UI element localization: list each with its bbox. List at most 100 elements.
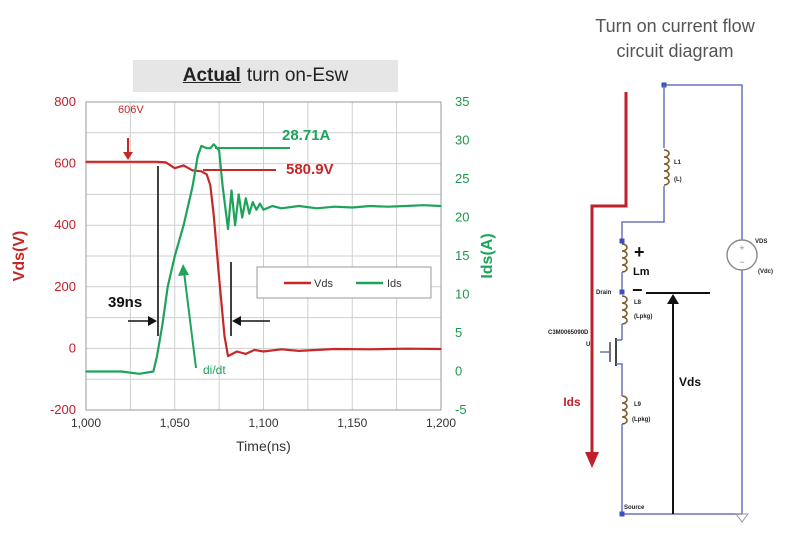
wire-top-right [664,84,743,240]
y-left-tick-label: 200 [54,279,76,294]
data-point-ids [205,147,208,149]
data-point-ids [152,370,155,373]
data-point-ids [166,286,169,288]
annotation-duration-arrowhead-left [148,316,157,326]
lm-plus: + [634,242,645,262]
chart-axes: 1,000 1,050 1,100 1,150 1,2008006004002000-2… [11,94,496,454]
annotation-vds-peak: 606V [118,104,144,116]
data-point-ids [200,145,203,147]
wire-mosfet-source [616,363,623,380]
y-right-axis-label: Ids(A) [479,233,496,278]
legend-label-vds: Vds [314,278,333,290]
l9-sub: (Lpkg) [632,417,650,423]
annotation-didt-arrow [183,271,197,369]
data-point-ids [197,155,199,157]
y-right-tick-label: -5 [455,402,467,417]
annotation-duration-arrowhead-right [232,316,241,326]
node-drain [619,289,625,295]
lm-label: Lm [633,266,650,278]
data-point-ids [209,147,212,149]
data-point-vds [200,170,203,173]
y-left-tick-label: -200 [50,402,76,417]
data-point-vds [138,161,141,163]
y-right-tick-label: 15 [455,248,469,263]
inductor-lm-icon [621,243,628,273]
node-mid [619,238,625,244]
data-point-ids [227,228,229,230]
data-point-ids [237,193,240,196]
data-point-ids [351,206,354,209]
y-left-tick-label: 400 [54,217,76,232]
annotation-vds-level: 580.9V [286,161,334,178]
data-point-ids [182,224,185,226]
annotation-didt: di/dt [203,363,226,377]
inductor-l8-icon [621,295,628,325]
data-point-ids [241,216,243,219]
data-point-vds [213,215,215,217]
data-point-vds [280,348,283,351]
data-point-vds [333,348,336,350]
y-left-tick-label: 600 [54,156,76,171]
vds-source-icon [726,239,758,271]
y-left-axis-label: Vds(V) [11,231,28,282]
chart-legend: Vds Ids [256,266,432,299]
ids-label: Ids [563,395,581,409]
data-point-vds [205,173,208,176]
circuit-title-line-2: circuit diagram [616,41,734,61]
ids-arrowhead-icon [585,452,599,468]
data-point-ids [218,149,220,152]
vds-measure-arrowhead-icon [667,294,679,304]
data-point-vds [218,276,220,279]
vds-source-minus: − [739,257,744,267]
data-point-vds [174,167,176,169]
x-tick-label: 1,000 [71,416,101,430]
data-point-ids [259,202,261,205]
chart-title: Actual turn on-Esw [133,60,398,92]
drain-label: Drain [596,290,612,296]
data-point-ids [221,185,224,188]
series-line-vds [86,160,442,358]
data-point-vds [182,164,185,167]
data-point-vds [404,347,407,350]
legend-label-ids: Ids [387,278,402,290]
l8-label: L8 [634,300,642,306]
data-point-ids [262,209,265,211]
chart-series [85,143,442,375]
wire-l1-bottom [621,186,665,240]
ids-current-path [590,92,628,460]
data-point-ids [213,143,215,146]
l8-sub: (Lpkg) [634,314,652,320]
y-left-tick-label: 800 [54,94,76,109]
data-point-ids [103,370,105,373]
data-point-ids [156,355,158,357]
data-point-ids [316,207,318,210]
data-point-ids [333,205,336,208]
data-point-ids [404,205,407,207]
chart-title-bold: Actual [182,65,241,86]
data-point-ids [280,207,283,210]
inductor-l1-icon [663,149,670,186]
data-point-ids [230,189,233,192]
data-point-ids [298,205,300,207]
lm-minus: − [632,280,643,300]
x-tick-label: 1,150 [337,416,367,430]
data-point-ids [138,373,141,375]
vds-measure-label: Vds [679,375,701,389]
data-point-vds [262,350,265,353]
x-tick-label: 1,050 [160,416,190,430]
data-point-vds [120,161,123,163]
annotation-duration: 39ns [108,294,142,311]
x-tick-label: 1,200 [426,416,456,430]
data-point-ids [120,370,123,373]
inductor-l9-icon [621,395,628,425]
data-point-vds [223,335,226,337]
data-point-ids [85,370,87,373]
data-point-vds [298,350,300,352]
x-axis-label: Time(ns) [236,438,291,454]
chart-title-rest: turn on-Esw [246,65,349,86]
data-point-ids [369,205,371,207]
chart-annotations: 606V 28.71A 580.9V 39ns di/dt [108,104,334,377]
y-right-tick-label: 0 [455,364,462,379]
vds-source-sub: (Vdc) [758,269,773,275]
y-right-tick-label: 20 [455,210,469,225]
